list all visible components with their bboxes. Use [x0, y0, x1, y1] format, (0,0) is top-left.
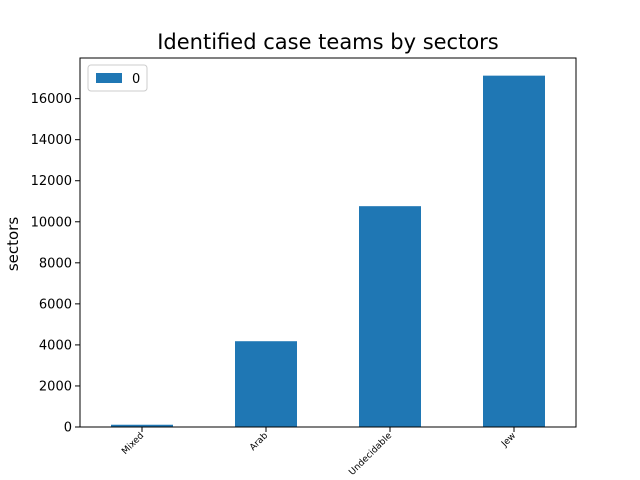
x-tick-label: Mixed — [120, 431, 146, 457]
y-axis-label: sectors — [4, 217, 22, 272]
y-tick-label: 8000 — [39, 256, 72, 271]
bars-layer — [111, 75, 545, 428]
y-tick-label: 2000 — [39, 379, 72, 394]
y-tick-label: 4000 — [39, 338, 72, 353]
x-tick-label: Undecidable — [347, 431, 394, 478]
y-tick-label: 12000 — [31, 174, 72, 189]
plot-frame — [79, 57, 577, 428]
y-tick-label: 6000 — [39, 297, 72, 312]
bar-arab — [235, 341, 297, 427]
bar-mixed — [111, 424, 173, 427]
y-tick-label: 16000 — [31, 92, 72, 107]
bar-undecidable — [359, 206, 421, 427]
legend-label: 0 — [132, 72, 140, 87]
y-axis: 0 2000 4000 6000 8000 10000 12000 14000 16000 — [31, 92, 80, 436]
legend-swatch — [96, 73, 122, 83]
bar-jew — [483, 75, 545, 428]
y-tick-label: 14000 — [31, 133, 72, 148]
chart-title: Identified case teams by sectors — [157, 30, 499, 54]
x-tick-label: Jew — [499, 431, 518, 450]
x-tick-label: Arab — [248, 431, 270, 453]
x-axis: Mixed Arab Undecidable Jew — [120, 427, 518, 478]
y-tick-label: 0 — [64, 421, 72, 436]
legend: 0 — [87, 64, 148, 92]
y-tick-label: 10000 — [31, 215, 72, 230]
